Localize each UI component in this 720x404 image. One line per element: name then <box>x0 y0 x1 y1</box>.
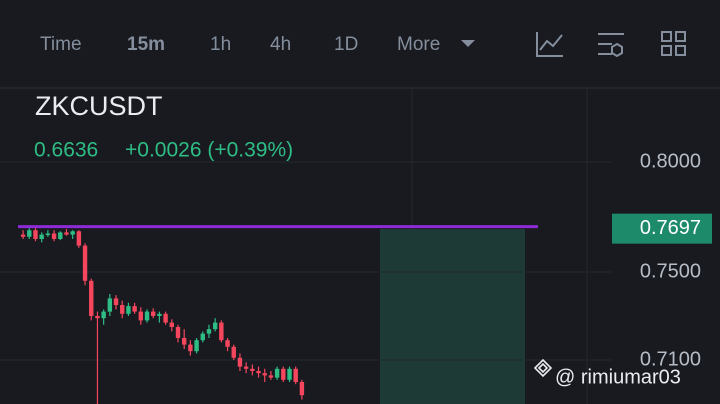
candle-body <box>157 313 162 316</box>
candle-body <box>82 245 88 281</box>
candle-body <box>151 311 156 316</box>
interval-tab[interactable]: 15m <box>127 34 165 55</box>
y-tick-label: 0.8000 <box>640 150 701 172</box>
symbol: ZKCUSDT <box>35 91 163 121</box>
interval-tab[interactable]: 1h <box>210 34 231 55</box>
watermark-logo <box>533 358 553 378</box>
candle-body <box>101 311 106 319</box>
candle-body <box>144 311 150 321</box>
candle-body <box>175 327 181 338</box>
candle-body <box>274 368 280 378</box>
candle-body <box>113 298 119 305</box>
y-tick-label: 0.7100 <box>640 348 701 370</box>
layout-icon[interactable] <box>675 45 686 56</box>
candle-body <box>243 366 249 369</box>
candle-body <box>39 234 44 239</box>
candle-body <box>169 322 174 327</box>
candle-body <box>51 233 57 239</box>
candle-body <box>181 338 187 345</box>
watermark: @ rimiumar03 <box>555 366 681 388</box>
price-change: +0.0026 (+0.39%) <box>125 139 293 162</box>
candle-body <box>299 382 305 396</box>
candle-body <box>107 298 113 312</box>
candle-body <box>200 333 205 341</box>
indicator-icon[interactable] <box>536 32 563 57</box>
position-zone <box>380 229 525 404</box>
candle-body <box>45 233 51 235</box>
candle-body <box>206 329 212 334</box>
candle-body <box>219 322 224 341</box>
candle-body <box>250 368 255 371</box>
candle-body <box>120 305 125 314</box>
toolbar: Time 15m 1h 4h 1D More <box>40 34 440 55</box>
settings-icon[interactable] <box>598 33 624 58</box>
candle-body <box>212 322 218 330</box>
price-tag-label: 0.7697 <box>640 217 701 239</box>
candle-body <box>237 357 243 367</box>
toolbar-icons <box>536 31 686 58</box>
y-tick-label: 0.7500 <box>640 260 701 282</box>
layout-icon[interactable] <box>675 31 686 42</box>
more-caret <box>461 40 475 47</box>
candle-body <box>138 311 144 321</box>
candle-body <box>268 375 274 378</box>
candle-body <box>20 234 26 237</box>
candle-body <box>281 368 286 380</box>
candle-body <box>293 368 298 382</box>
candle-body <box>27 230 32 237</box>
candle-body <box>33 230 38 239</box>
plot: 0.8000 0.7500 0.7100 0.7697 <box>0 150 712 404</box>
candle-body <box>188 344 193 352</box>
candle-body <box>231 346 236 358</box>
candle-body <box>95 316 100 319</box>
layout-icon[interactable] <box>661 31 672 42</box>
layout-icon[interactable] <box>661 45 672 56</box>
candle-body <box>132 306 137 312</box>
interval-tab[interactable]: 1D <box>334 34 358 55</box>
candle-body <box>225 340 230 347</box>
price-tag <box>612 213 712 244</box>
candle-body <box>76 231 82 246</box>
candle-body <box>256 371 261 374</box>
candle-body <box>89 280 94 316</box>
candle-body <box>70 231 75 235</box>
interval-tab[interactable]: 4h <box>270 34 291 55</box>
candle-body <box>194 340 199 352</box>
candle-body <box>58 232 63 239</box>
interval-tab[interactable]: Time <box>40 34 82 55</box>
more-tab[interactable]: More <box>397 34 440 55</box>
candle-body <box>262 373 267 376</box>
last-price: 0.6636 <box>34 139 98 162</box>
candle-body <box>287 368 292 380</box>
candle-body <box>163 313 168 323</box>
candle-body <box>126 306 131 314</box>
candle-body <box>64 232 69 235</box>
